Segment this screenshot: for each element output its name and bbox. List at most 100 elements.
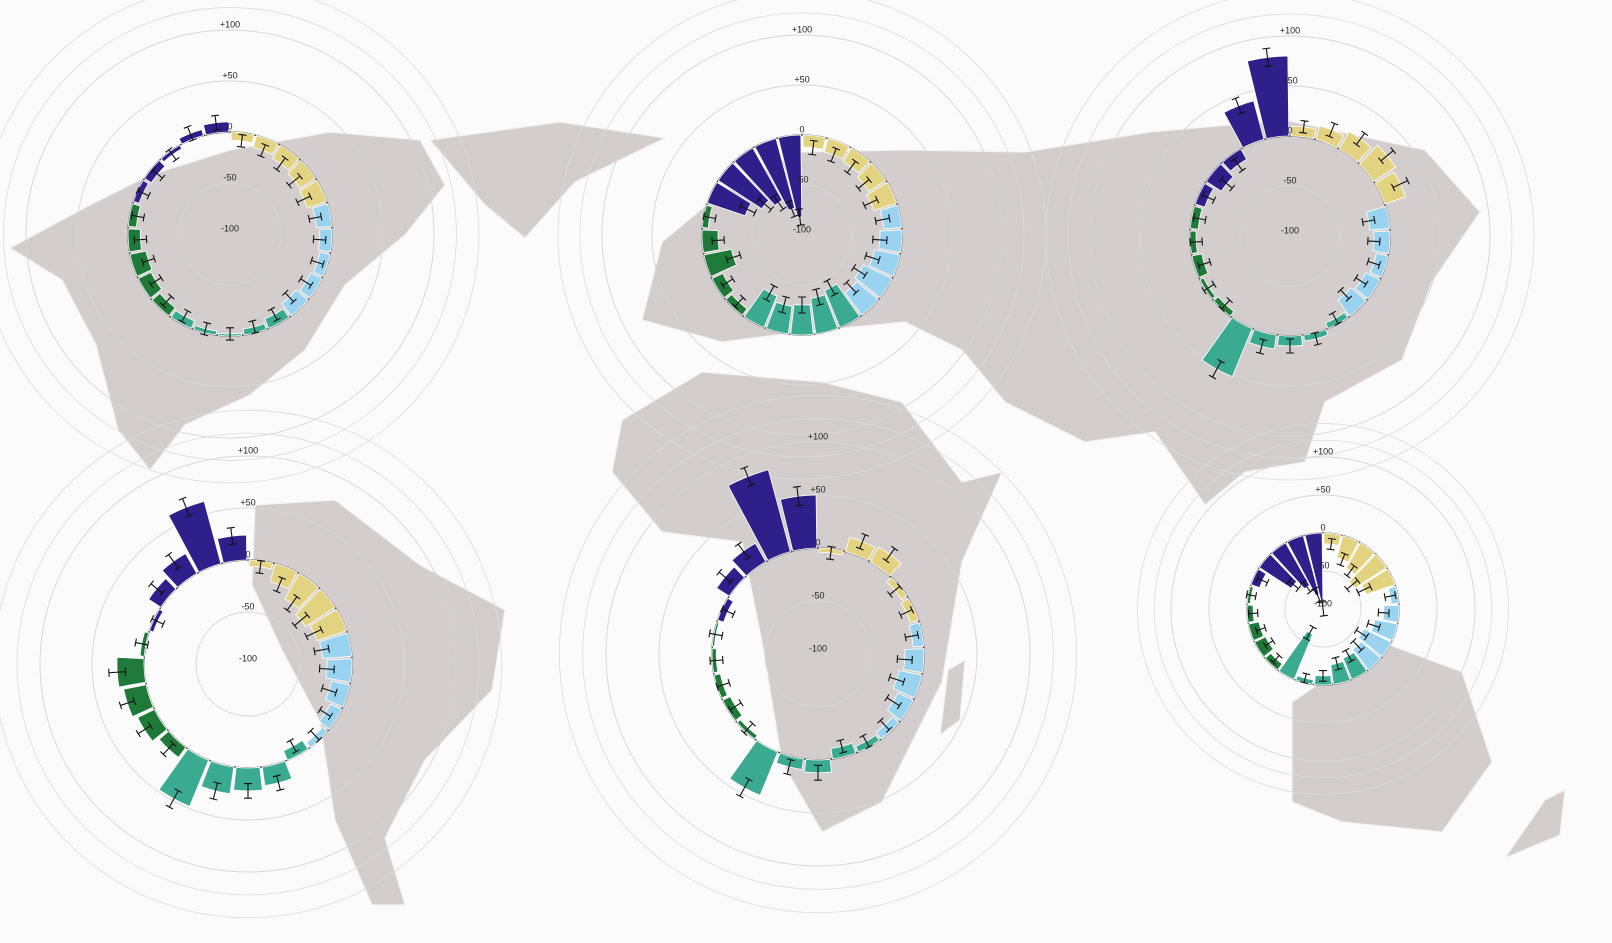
grid-ring — [651, 84, 953, 386]
outer-ring — [1067, 13, 1513, 459]
bar — [1348, 553, 1388, 589]
radial-chart: +100 +50 0 -50 -100 — [558, 394, 1078, 914]
error-bar — [285, 172, 303, 189]
error-bar — [1326, 537, 1336, 551]
error-bar — [307, 727, 323, 743]
bar — [765, 301, 793, 335]
error-bar — [1254, 623, 1267, 635]
error-bar — [843, 279, 860, 296]
error-bar — [778, 295, 791, 315]
bar — [1374, 171, 1407, 205]
error-bar — [133, 235, 148, 245]
error-bar — [295, 192, 313, 207]
ring-label: -50 — [1283, 175, 1296, 185]
error-bar — [255, 559, 266, 575]
grid-ring — [91, 507, 405, 821]
error-bar — [702, 212, 717, 223]
error-bar — [118, 696, 137, 710]
error-bar — [827, 146, 841, 164]
error-bar — [725, 251, 742, 264]
bar — [854, 264, 893, 299]
error-bar — [863, 251, 881, 265]
error-bar — [209, 781, 222, 801]
bar — [216, 534, 248, 564]
error-bar — [130, 211, 146, 222]
error-bar — [108, 667, 127, 677]
error-bar — [164, 551, 182, 571]
bar — [1382, 604, 1400, 623]
error-bar — [1201, 280, 1217, 295]
error-bar — [1208, 358, 1225, 380]
ring-label: +100 — [1280, 25, 1300, 35]
error-bar — [1343, 563, 1358, 579]
error-bar — [318, 664, 335, 674]
error-bar — [855, 176, 873, 192]
radial-chart: +100 +50 0 -50 -100 — [557, 0, 1047, 480]
error-bar — [273, 155, 289, 173]
grid-ring — [1139, 85, 1441, 387]
outer-ring — [16, 432, 480, 896]
bar — [298, 179, 328, 209]
error-bar — [304, 625, 324, 641]
grid-ring — [605, 441, 1031, 867]
bar — [743, 288, 778, 329]
ring-label: 0 — [227, 121, 232, 131]
error-bar — [755, 195, 775, 213]
error-bar — [1262, 637, 1276, 650]
bar — [1271, 542, 1311, 590]
ring-label: -50 — [1316, 560, 1329, 570]
error-bar — [1286, 577, 1302, 593]
error-bar — [904, 630, 920, 642]
ring-label: +100 — [792, 24, 812, 34]
outer-ring — [1137, 423, 1509, 795]
bar — [731, 542, 767, 577]
bar — [309, 608, 348, 642]
error-bar — [159, 740, 177, 758]
ring-label: -100 — [793, 224, 811, 234]
error-bar — [312, 235, 327, 245]
bar — [123, 684, 154, 718]
error-bar — [1367, 236, 1381, 246]
bar — [1370, 619, 1398, 642]
bar — [261, 760, 293, 787]
error-bar — [1286, 338, 1294, 354]
error-bar — [1196, 257, 1212, 270]
error-bar — [1331, 656, 1343, 671]
error-bar — [165, 147, 180, 163]
error-bar — [792, 485, 804, 507]
ring-label: -50 — [795, 174, 808, 184]
error-bar — [823, 278, 839, 297]
bar — [312, 203, 333, 228]
ring-label: +100 — [808, 431, 828, 441]
error-bar — [1355, 582, 1373, 597]
error-bar — [734, 541, 752, 561]
error-bar — [850, 264, 868, 279]
error-bar — [715, 678, 732, 691]
error-bar — [1299, 579, 1315, 595]
error-bar — [1302, 624, 1317, 642]
bar — [866, 181, 898, 212]
error-bar — [1299, 119, 1309, 134]
grid-ring — [1089, 35, 1491, 437]
error-bar — [874, 214, 891, 225]
bar — [1248, 621, 1265, 642]
error-bar — [886, 583, 903, 598]
error-bar — [794, 208, 805, 227]
error-bar — [236, 133, 247, 149]
bar — [868, 249, 901, 278]
bar — [1201, 317, 1253, 378]
bar — [1304, 532, 1324, 610]
ring-label: -50 — [811, 590, 824, 600]
error-bar — [159, 293, 175, 309]
ring-label: +50 — [1315, 484, 1330, 494]
error-bar — [317, 706, 334, 721]
bar — [325, 658, 353, 683]
bar — [129, 250, 153, 277]
eurasia — [641, 119, 1481, 506]
error-bar — [898, 605, 915, 620]
error-bar — [281, 289, 297, 305]
grid-ring — [764, 600, 872, 708]
error-bar — [1300, 672, 1311, 685]
error-bar — [1341, 647, 1356, 664]
error-bar — [896, 654, 913, 664]
